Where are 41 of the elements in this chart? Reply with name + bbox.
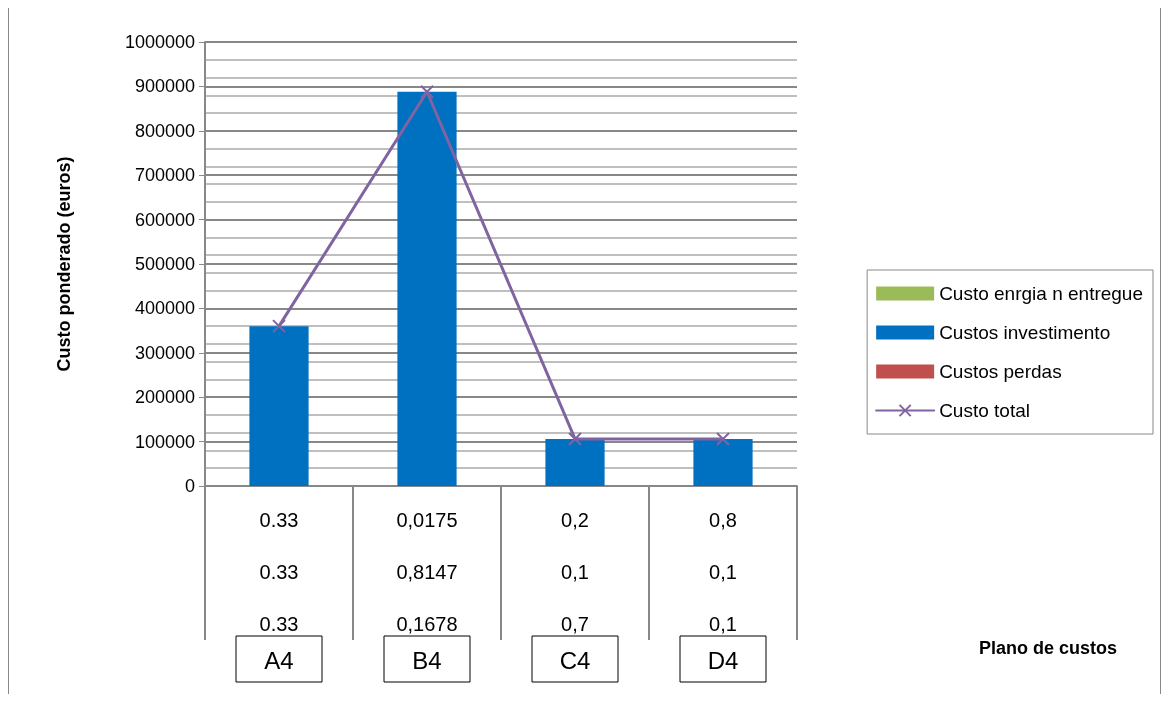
y-tick-label: 800000 [134, 120, 195, 141]
legend-label: Custo enrgia n entregue [939, 283, 1144, 304]
x-tick-label: C4 [559, 646, 591, 674]
x-tick-label: D4 [707, 646, 739, 674]
point [568, 431, 582, 446]
bar [693, 438, 753, 486]
text: 0,1 [709, 561, 737, 583]
text: 0,8147 [396, 561, 458, 583]
y-tick-label: 700000 [134, 165, 195, 186]
bar [397, 91, 457, 486]
text: 0.33 [259, 509, 299, 531]
text: 0,8 [709, 509, 737, 531]
text: 0,1 [561, 561, 589, 583]
y-tick-label: 200000 [134, 387, 195, 408]
text: 0,1 [709, 613, 737, 635]
y-tick-label: 600000 [134, 209, 195, 230]
y-tick-label: 500000 [134, 254, 195, 274]
bar [545, 438, 605, 486]
text: 0,7 [561, 613, 589, 635]
text: Plano de custos [978, 638, 1118, 658]
y-tick-label: 900000 [134, 76, 195, 97]
x-tick-label: A4 [264, 646, 294, 674]
text: 0,0175 [396, 509, 458, 531]
y-tick-label: 1000000 [124, 32, 195, 52]
text: 0,2 [561, 509, 589, 531]
legend-label: Custo total [939, 400, 1030, 421]
y-tick-label: 100000 [134, 431, 195, 452]
point [272, 319, 286, 334]
y-tick-label: 400000 [134, 298, 195, 319]
text: 0,1678 [396, 613, 458, 635]
x-tick-label: B4 [412, 646, 442, 674]
bar [249, 326, 309, 486]
legend-label: Custos perdas [939, 361, 1062, 382]
text: 0.33 [259, 561, 299, 583]
y-tick-label: 300000 [134, 342, 195, 363]
text: 0.33 [259, 613, 299, 635]
y-tick-label: 0 [184, 476, 195, 496]
point [420, 84, 434, 99]
point [716, 431, 730, 446]
legend-label: Custos investimento [939, 322, 1111, 343]
y-axis-title: Custo ponderado (euros) [54, 156, 74, 372]
